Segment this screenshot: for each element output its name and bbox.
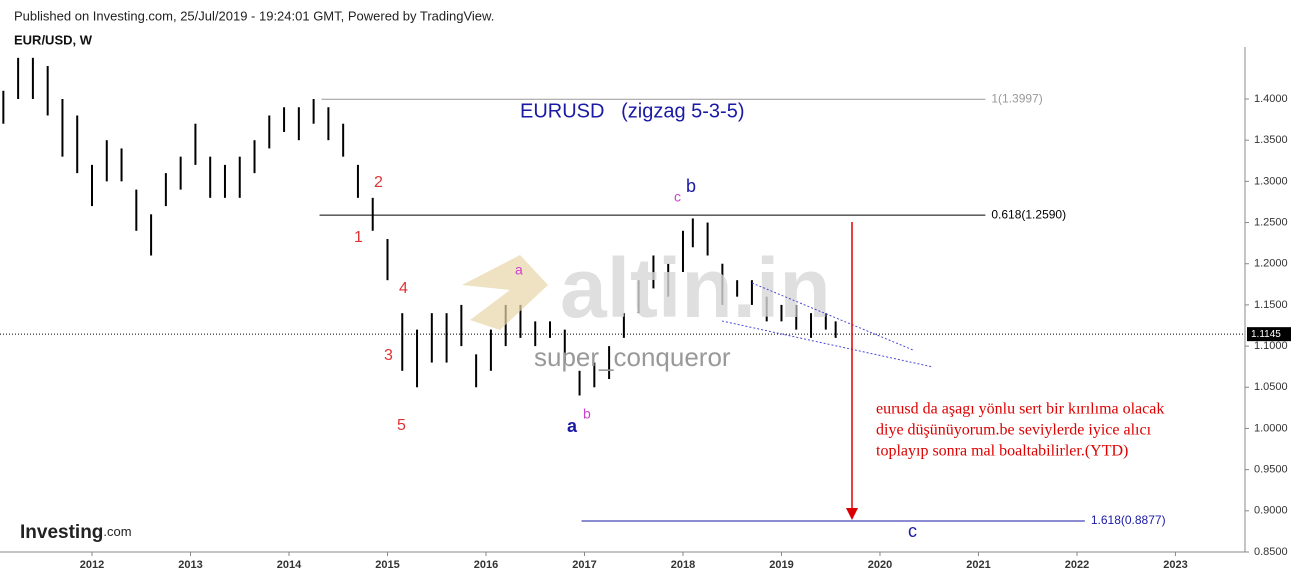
y-tick-label: 1.3500 — [1254, 134, 1288, 146]
wave-label: b — [583, 406, 591, 422]
y-tick-label: 0.9000 — [1254, 505, 1288, 517]
wave-label: a — [567, 416, 578, 436]
wave-label: b — [686, 176, 696, 196]
trendline — [751, 282, 914, 351]
note-line: toplayıp sonra mal boaltabilirler.(YTD) — [876, 443, 1128, 460]
y-tick-label: 1.1500 — [1254, 299, 1288, 311]
x-tick-label: 2023 — [1163, 559, 1187, 571]
published: Published on Investing.com, 25/Jul/2019 … — [14, 8, 494, 23]
chart-title: EURUSD (zigzag 5-3-5) — [520, 100, 745, 122]
logo: Investing.com — [20, 522, 132, 543]
wave-label: 2 — [374, 174, 383, 191]
fib-label: 1(1.3997) — [991, 91, 1042, 105]
x-tick-label: 2018 — [671, 559, 695, 571]
signature: super_conqueror — [534, 342, 731, 372]
y-tick-label: 0.9500 — [1254, 464, 1288, 476]
plot: 0.8500 0.9000 0.9500 1.0000 1.0500 1.1000 1.15… — [0, 47, 1291, 571]
y-tick-label: 1.1000 — [1254, 340, 1288, 352]
x-tick-label: 2021 — [966, 559, 990, 571]
price-tag — [1247, 327, 1291, 342]
x-tick-label: 2015 — [375, 559, 399, 571]
y-tick-label: 1.0000 — [1254, 422, 1288, 434]
price-tag-label: 1.1145 — [1251, 329, 1281, 340]
x-tick-label: 2019 — [769, 559, 793, 571]
watermark: altin.in — [560, 241, 831, 335]
x-tick-label: 2012 — [80, 559, 104, 571]
x-tick-label: 2013 — [178, 559, 202, 571]
wave-label: 3 — [384, 347, 393, 364]
wave-label: 4 — [399, 280, 408, 297]
x-tick-label: 2014 — [277, 559, 302, 571]
note-line: diye düşünüyorum.be seviylerde iyice alı… — [876, 422, 1152, 439]
y-tick-label: 1.3000 — [1254, 175, 1288, 187]
wave-label: c — [674, 189, 681, 205]
watermark-logo — [462, 255, 548, 330]
arrow-head — [846, 508, 858, 520]
x-tick-label: 2016 — [474, 559, 498, 571]
fib-label: 0.618(1.2590) — [991, 207, 1066, 221]
logo-suffix: .com — [103, 524, 131, 539]
wave-label: 5 — [397, 417, 406, 434]
y-tick-label: 1.0500 — [1254, 381, 1288, 393]
x-tick-label: 2020 — [868, 559, 892, 571]
wave-label: a — [515, 262, 523, 278]
y-tick-label: 1.2500 — [1254, 216, 1288, 228]
symbol: EUR/USD, W — [14, 32, 93, 47]
x-tick-label: 2022 — [1065, 559, 1089, 571]
y-tick-label: 1.4000 — [1254, 93, 1288, 105]
logo-main: Investing — [20, 522, 103, 543]
wave-label: c — [908, 521, 917, 541]
fib-label: 1.618(0.8877) — [1091, 513, 1166, 527]
y-tick-label: 0.8500 — [1254, 546, 1288, 558]
wave-label: 1 — [354, 229, 363, 246]
x-tick-label: 2017 — [572, 559, 596, 571]
y-tick-label: 1.2000 — [1254, 258, 1288, 270]
note-line: eurusd da aşagı yönlu sert bir kırılıma … — [876, 401, 1164, 418]
